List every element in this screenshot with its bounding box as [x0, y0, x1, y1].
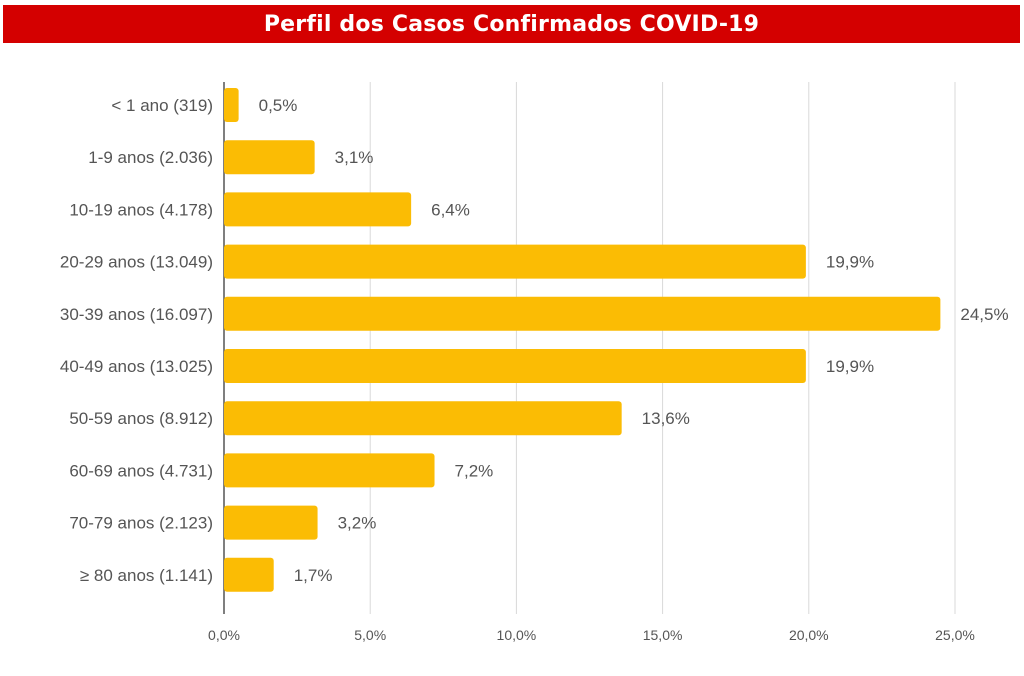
bar — [224, 401, 622, 436]
x-tick-label: 20,0% — [789, 627, 829, 643]
bar — [224, 349, 806, 383]
data-label: 24,5% — [960, 305, 1008, 324]
category-label: 70-79 anos (2.123) — [69, 514, 213, 533]
category-label: 50-59 anos (8.912) — [69, 409, 213, 428]
category-label: 60-69 anos (4.731) — [69, 461, 213, 480]
category-label: < 1 ano (319) — [111, 96, 213, 115]
data-label: 0,5% — [259, 96, 298, 115]
data-label: 6,4% — [431, 200, 470, 219]
title-bar: Perfil dos Casos Confirmados COVID-19 — [3, 5, 1020, 43]
bar — [224, 557, 274, 592]
data-label: 7,2% — [455, 461, 494, 480]
data-label: 1,7% — [294, 566, 333, 585]
x-tick-label: 0,0% — [208, 627, 240, 643]
category-label: 20-29 anos (13.049) — [60, 253, 213, 272]
x-tick-label: 15,0% — [643, 627, 683, 643]
data-label: 19,9% — [826, 253, 874, 272]
category-label: 10-19 anos (4.178) — [69, 200, 213, 219]
bar — [224, 244, 806, 279]
category-label: ≥ 80 anos (1.141) — [80, 566, 213, 585]
data-label: 13,6% — [642, 409, 690, 428]
page-title: Perfil dos Casos Confirmados COVID-19 — [263, 11, 760, 37]
x-tick-label: 5,0% — [354, 627, 386, 643]
bar — [224, 140, 315, 175]
category-label: 1-9 anos (2.036) — [88, 148, 213, 167]
bar — [224, 192, 412, 227]
data-label: 19,9% — [826, 357, 874, 376]
data-label: 3,1% — [335, 148, 374, 167]
category-label: 30-39 anos (16.097) — [60, 305, 213, 324]
bar — [224, 296, 941, 331]
bar — [224, 88, 239, 122]
x-tick-label: 25,0% — [935, 627, 975, 643]
category-label: 40-49 anos (13.025) — [60, 357, 213, 376]
data-label: 3,2% — [338, 514, 377, 533]
bar — [224, 453, 435, 488]
x-tick-label: 10,0% — [497, 627, 537, 643]
bar — [224, 505, 318, 540]
